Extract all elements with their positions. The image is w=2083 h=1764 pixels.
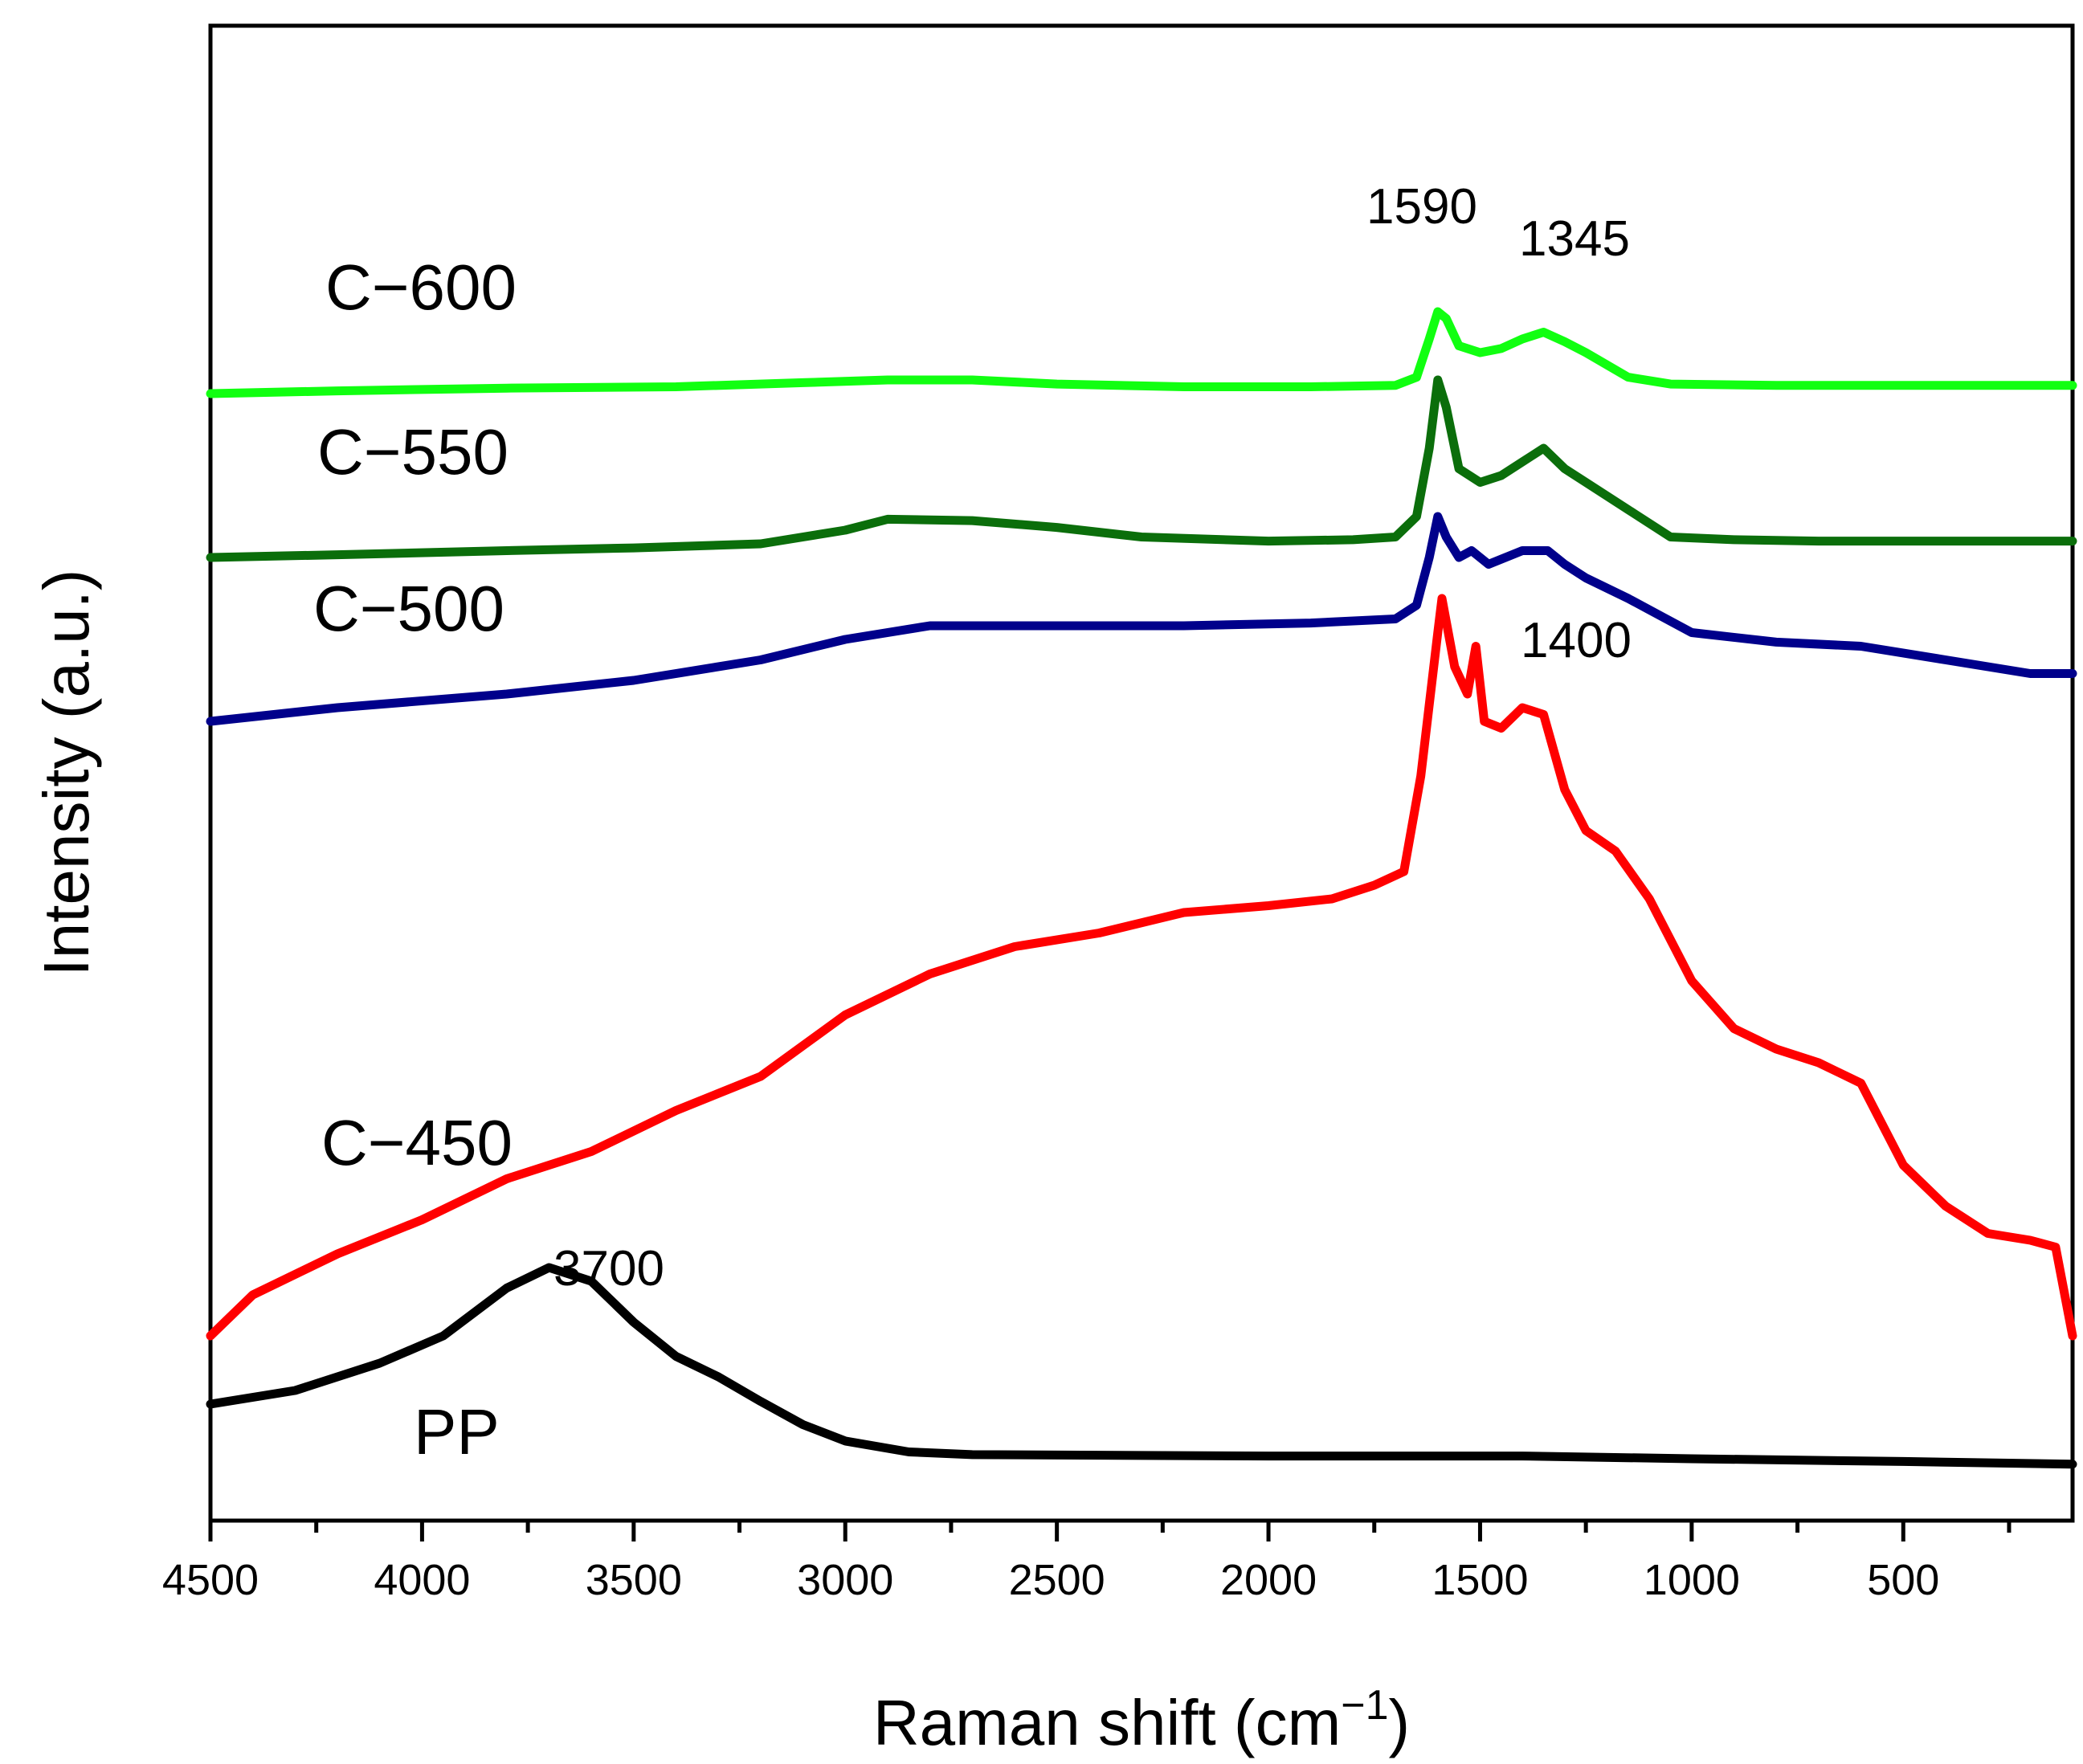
x-tick-label-500: 500	[1867, 1556, 1939, 1604]
peak-annotation-3700: 3700	[553, 1241, 664, 1296]
series-line-pp	[206, 1263, 2077, 1469]
series-label-c450: C−450	[321, 1107, 513, 1178]
series-line-c500	[206, 512, 2077, 726]
y-axis-title: Intensity (a.u.)	[31, 570, 102, 977]
series-line-c550	[206, 375, 2077, 562]
series-line-c450	[206, 594, 2077, 1341]
x-tick-label-1500: 1500	[1432, 1556, 1528, 1604]
x-tick-label-4000: 4000	[374, 1556, 470, 1604]
x-tick-label-3000: 3000	[797, 1556, 893, 1604]
series-label-c500: C−500	[313, 573, 504, 644]
plot-frame	[208, 23, 2075, 1523]
x-tick-label-1000: 1000	[1644, 1556, 1740, 1604]
x-tick-label-4500: 4500	[162, 1556, 259, 1604]
x-tick-label-2500: 2500	[1009, 1556, 1105, 1604]
series-label-c550: C−550	[317, 416, 508, 488]
series-layer	[206, 307, 2077, 1469]
series-labels: C−600 C−550 C−500 C−450 PP	[313, 251, 517, 1468]
series-label-pp: PP	[414, 1396, 500, 1468]
x-axis: 4500 4000 3500 3000 2500 2000 1500 1000 500	[162, 1521, 2012, 1604]
series-label-c600: C−600	[325, 251, 517, 323]
x-tick-label-2000: 2000	[1220, 1556, 1317, 1604]
peak-annotation-1400: 1400	[1521, 613, 1632, 668]
peak-annotation-1590: 1590	[1366, 179, 1477, 235]
series-line-c600	[206, 307, 2077, 398]
peak-annotations: 1590 1345 1400 3700	[553, 179, 1632, 1296]
peak-annotation-1345: 1345	[1519, 211, 1630, 267]
x-axis-title: Raman shift (cm−1)	[873, 1682, 1410, 1758]
x-tick-label-3500: 3500	[586, 1556, 682, 1604]
